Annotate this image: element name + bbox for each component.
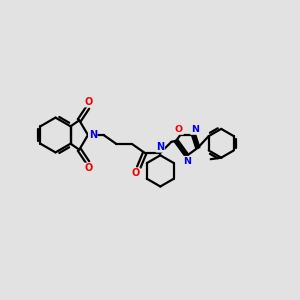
Text: O: O xyxy=(132,168,140,178)
Text: O: O xyxy=(84,163,92,173)
Text: N: N xyxy=(191,125,199,134)
Text: N: N xyxy=(156,142,164,152)
Text: O: O xyxy=(175,125,183,134)
Text: O: O xyxy=(84,97,92,107)
Text: N: N xyxy=(183,157,191,166)
Text: N: N xyxy=(89,130,97,140)
